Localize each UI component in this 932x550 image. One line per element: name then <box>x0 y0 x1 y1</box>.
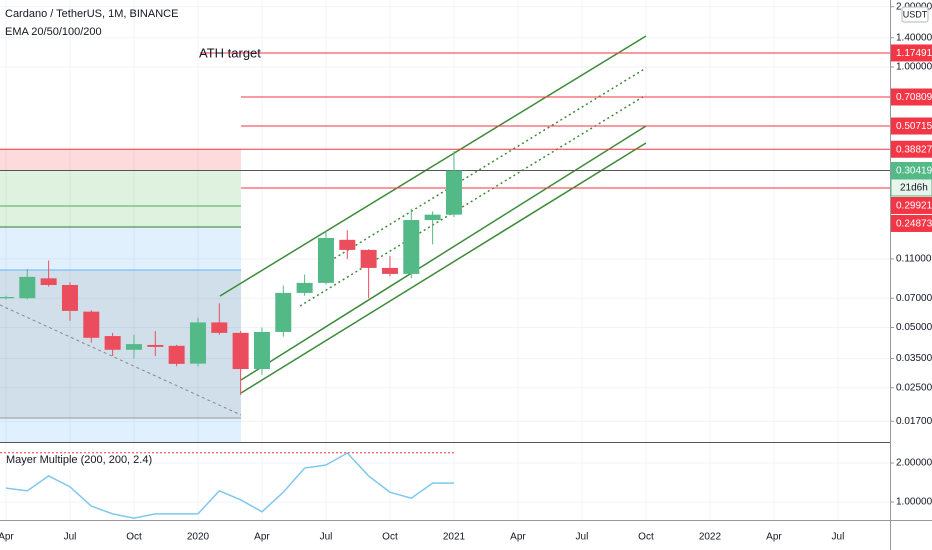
candle-body <box>275 292 292 332</box>
y-tick-label: 0.05000 <box>896 322 932 333</box>
y-tick-label: 1.00000 <box>896 62 932 73</box>
x-tick-label: Oct <box>382 532 398 543</box>
chart-title: Cardano / TetherUS, 1M, BINANCE <box>5 8 178 20</box>
candle-body <box>104 336 121 350</box>
candle-body <box>403 220 420 274</box>
candle-body <box>253 331 270 370</box>
y-tick-label: 0.02500 <box>896 382 932 393</box>
candle-body <box>0 296 14 299</box>
price-label-bg <box>891 140 932 158</box>
currency: USDT <box>903 9 928 19</box>
y-tick-label: 1.40000 <box>896 32 932 43</box>
candle-body <box>424 214 441 221</box>
chart-subtitle: EMA 20/50/100/200 <box>5 26 102 38</box>
annotation: ATH target <box>199 45 261 60</box>
candle-body <box>445 170 462 215</box>
price-label-bg <box>891 196 932 214</box>
candle-body <box>232 332 249 370</box>
x-tick-label: Oct <box>638 532 654 543</box>
price-label-bg <box>891 117 932 135</box>
candle-body <box>211 322 228 333</box>
indicator-title: Mayer Multiple (200, 200, 2.4) <box>6 454 152 466</box>
candle-body <box>296 282 313 293</box>
marks <box>0 151 462 519</box>
zone-green <box>0 171 241 227</box>
candle-body <box>381 267 398 274</box>
price-label: 0.38827 <box>896 144 932 155</box>
countdown-bg <box>890 178 932 197</box>
countdown: 21d6h <box>900 183 928 194</box>
y-tick-label: 0.03500 <box>896 353 932 364</box>
candle-body <box>125 344 142 350</box>
x-tick-label: Jul <box>64 532 77 543</box>
y-tick-label: 0.11000 <box>896 254 932 265</box>
currency-box[interactable] <box>901 6 929 23</box>
x-tick-label: Jul <box>832 532 845 543</box>
price-label-bg <box>891 161 932 179</box>
price-label: 0.50715 <box>896 121 932 132</box>
price-axis <box>890 0 932 520</box>
x-tick-label: Apr <box>254 532 270 543</box>
price-label: 1.17491 <box>896 48 932 59</box>
candle-body <box>61 285 78 311</box>
price-label-bg <box>891 88 932 106</box>
candle-body <box>360 249 377 268</box>
price-label-bg <box>891 44 932 62</box>
indicator-line <box>5 452 454 519</box>
price-label: 0.30419 <box>896 166 932 177</box>
zone-pink <box>0 149 241 171</box>
x-tick-label: 2020 <box>187 532 210 543</box>
channel-line <box>240 142 647 394</box>
price-label: 0.29921 <box>896 201 932 212</box>
grid <box>0 0 890 520</box>
x-tick-label: Jul <box>576 532 589 543</box>
candle-body <box>19 276 36 299</box>
y-tick-label: 0.01700 <box>896 416 932 427</box>
x-tick-label: 2022 <box>699 532 722 543</box>
x-tick-label: Jul <box>320 532 333 543</box>
candle-body <box>40 278 57 286</box>
candle-body <box>83 311 100 338</box>
x-tick-label: Apr <box>510 532 526 543</box>
price-label-bg <box>891 214 932 232</box>
x-tick-label: 2021 <box>443 532 466 543</box>
price-label: 0.70809 <box>896 92 932 103</box>
trend-line <box>0 304 242 416</box>
channel-mid <box>329 67 647 262</box>
price-label: 0.24873 <box>896 219 932 230</box>
levels <box>0 52 890 189</box>
candle-body <box>189 322 206 364</box>
y-tick-label: 0.07000 <box>896 293 932 304</box>
candle-body <box>168 345 185 364</box>
candle-body <box>317 237 334 283</box>
x-tick-label: Apr <box>0 532 14 543</box>
x-tick-label: Apr <box>766 532 782 543</box>
candle-body <box>147 344 164 347</box>
channel-line <box>219 35 647 297</box>
y-tick-label: 2.00000 <box>896 458 932 469</box>
channel-line <box>240 125 647 381</box>
x-tick-label: Oct <box>126 532 142 543</box>
y-tick-label: 1.00000 <box>896 497 932 508</box>
candle-body <box>339 239 356 250</box>
